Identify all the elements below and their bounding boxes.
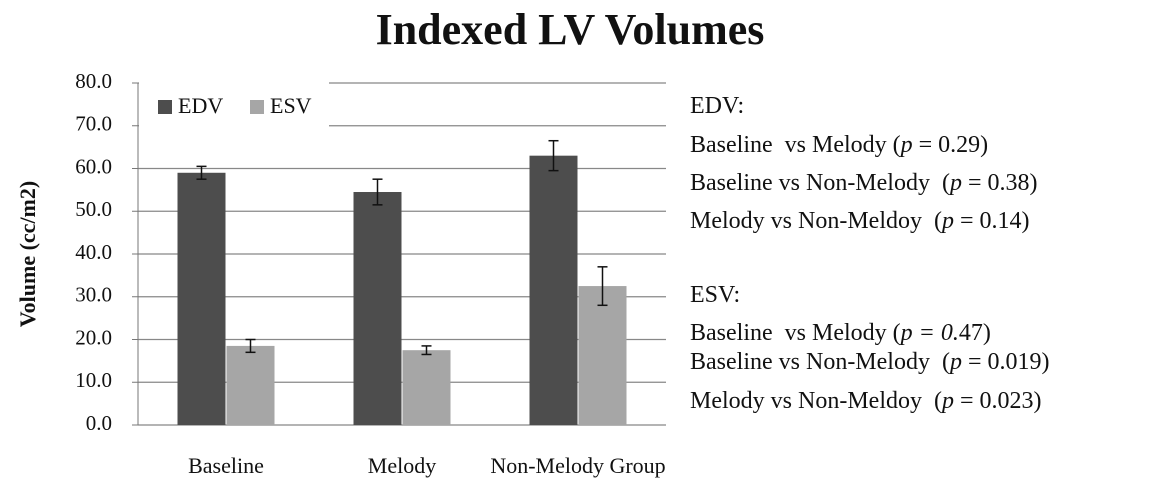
y-tick-label: 0.0 (86, 411, 112, 435)
annotation-run: Baseline vs Non-Melody ( (690, 170, 950, 196)
annotation: Baseline vs Melody (p = 0.29) (690, 132, 988, 158)
annotation-run: p (899, 132, 913, 158)
x-tick-label: Melody (368, 453, 436, 478)
legend-label: ESV (270, 93, 312, 118)
y-tick-label: 20.0 (75, 325, 112, 349)
annotation-run: Melody vs Non-Meldoy ( (690, 388, 942, 414)
legend-label: EDV (178, 93, 223, 118)
annotation-run: = 0.023) (954, 388, 1042, 414)
annotation: EDV: (690, 93, 744, 119)
annotation-run: 47) (959, 320, 991, 346)
error-bar (548, 139, 559, 172)
annotation-run: p (948, 349, 962, 375)
annotation: Melody vs Non-Meldoy (p = 0.14) (690, 208, 1030, 234)
annotation: Baseline vs Melody (p = 0.47) (690, 320, 991, 346)
annotation-run: p (940, 388, 954, 414)
bar (578, 286, 627, 425)
y-tick-label: 40.0 (75, 240, 112, 264)
chart-title: Indexed LV Volumes (376, 5, 765, 54)
bar (402, 350, 451, 425)
y-tick-label: 60.0 (75, 154, 112, 178)
annotation-run: = 0.29) (913, 132, 989, 158)
annotation-run: Melody vs Non-Meldoy ( (690, 208, 942, 234)
x-tick-label: Baseline (188, 453, 264, 478)
annotation: Baseline vs Non-Melody (p = 0.38) (690, 170, 1038, 196)
annotation-run: Baseline vs Melody ( (690, 132, 901, 158)
y-tick-label: 30.0 (75, 283, 112, 307)
bar (177, 172, 226, 425)
annotation: ESV: (690, 282, 740, 308)
error-bar (245, 338, 256, 354)
annotation-run: p = 0. (899, 320, 959, 346)
error-bar (372, 178, 383, 206)
y-tick-label: 80.0 (75, 69, 112, 93)
annotation: Melody vs Non-Meldoy (p = 0.023) (690, 388, 1042, 414)
error-bar (196, 165, 207, 180)
annotation-run: ESV: (690, 282, 740, 308)
y-tick-label: 10.0 (75, 368, 112, 392)
annotation-run: = 0.14) (954, 208, 1030, 234)
annotation-run: = 0.019) (962, 349, 1050, 375)
x-tick-label: Non-Melody Group (490, 453, 665, 478)
annotation-run: p (948, 170, 962, 196)
bar (226, 345, 275, 425)
error-bar (597, 266, 608, 307)
y-axis-label: Volume (cc/m2) (15, 181, 40, 327)
y-tick-label: 70.0 (75, 112, 112, 136)
bar (529, 155, 578, 426)
annotation-run: EDV: (690, 93, 744, 119)
error-bar (421, 345, 432, 356)
annotation: Baseline vs Non-Melody (p = 0.019) (690, 349, 1050, 375)
y-tick-label: 50.0 (75, 197, 112, 221)
annotation-run: Baseline vs Non-Melody ( (690, 349, 950, 375)
legend-swatch (158, 100, 172, 114)
annotation-run: p (940, 208, 954, 234)
annotation-run: = 0.38) (962, 170, 1038, 196)
bar (353, 192, 402, 425)
legend-swatch (250, 100, 264, 114)
annotation-run: Baseline vs Melody ( (690, 320, 901, 346)
